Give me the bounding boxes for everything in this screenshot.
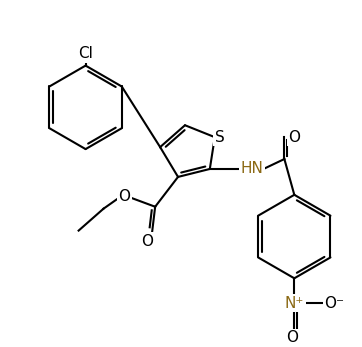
Text: N⁺: N⁺: [285, 296, 304, 311]
Text: Cl: Cl: [78, 46, 93, 61]
Text: S: S: [215, 130, 225, 145]
Text: O: O: [286, 330, 298, 345]
Text: HN: HN: [240, 161, 263, 177]
Text: O: O: [141, 234, 153, 249]
Text: O: O: [288, 130, 300, 145]
Text: O: O: [118, 189, 130, 204]
Text: O⁻: O⁻: [324, 296, 344, 311]
